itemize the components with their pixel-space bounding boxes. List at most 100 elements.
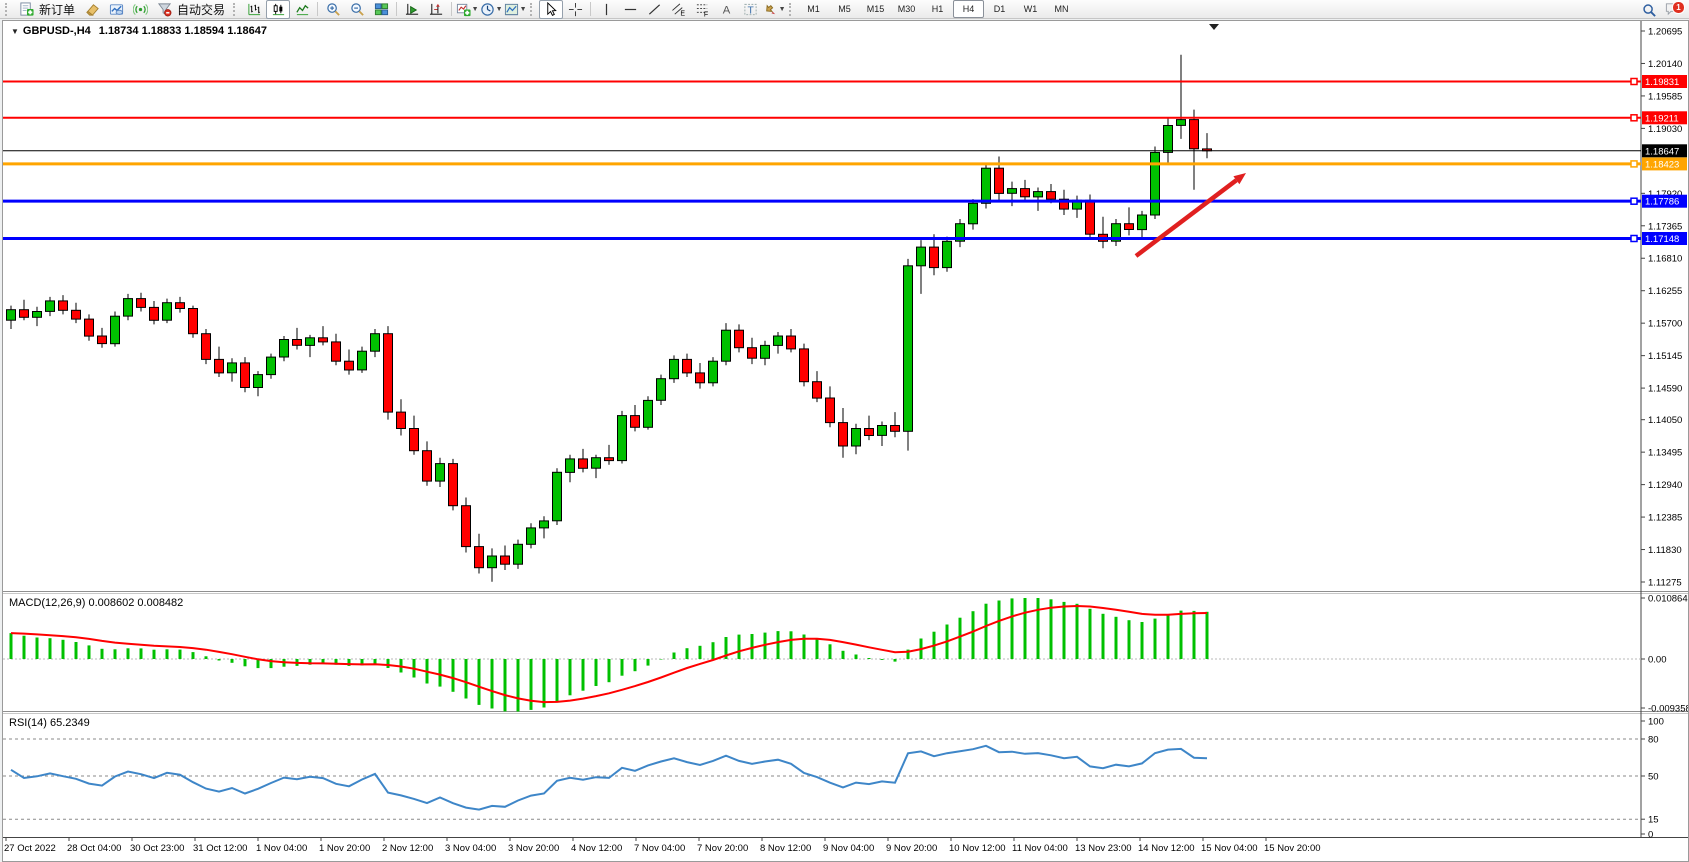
- candle: [19, 309, 29, 318]
- zoom-out-button[interactable]: [345, 0, 369, 19]
- candle: [968, 202, 978, 225]
- fibonacci-button[interactable]: F: [690, 0, 714, 19]
- periods-button[interactable]: ▼: [479, 0, 503, 19]
- text-button[interactable]: A: [714, 0, 738, 19]
- candle: [1059, 198, 1069, 210]
- chart-shift-button[interactable]: [424, 0, 448, 19]
- candle: [1033, 191, 1043, 198]
- date-axis-label: 4 Nov 12:00: [571, 843, 622, 854]
- arrows-icon: [763, 2, 778, 17]
- candle: [773, 335, 783, 346]
- candlestick-chart-button[interactable]: [266, 0, 291, 19]
- toolbar-grip: [789, 2, 793, 16]
- candle: [201, 333, 211, 360]
- crosshair-button[interactable]: [563, 0, 587, 19]
- vertical-line-button[interactable]: [594, 0, 618, 19]
- new-order-label[interactable]: 新订单: [39, 2, 76, 17]
- candle: [422, 450, 432, 482]
- timeframe-m15[interactable]: M15: [866, 4, 885, 14]
- candle: [461, 505, 471, 548]
- zoom-in-button[interactable]: [321, 0, 345, 19]
- candle: [1150, 151, 1160, 216]
- line-chart-button[interactable]: [290, 0, 314, 19]
- price-tick-label: 1.19585: [1648, 91, 1682, 102]
- price-badge-label: 1.17786: [1645, 197, 1679, 208]
- indicators-icon: [456, 2, 471, 17]
- signals-button[interactable]: [128, 0, 152, 19]
- candle: [994, 167, 1004, 194]
- publish-chart-button[interactable]: [104, 0, 128, 19]
- timeframe-w1[interactable]: W1: [1023, 4, 1038, 14]
- price-tick-label: 1.14050: [1648, 415, 1682, 426]
- chart-shift-marker-icon[interactable]: [1209, 24, 1219, 30]
- price-chart: 1.20695 1.20140 1.19585 1.19030 1.17920 1.173…: [3, 21, 1688, 854]
- timeframe-h1[interactable]: H1: [931, 4, 944, 14]
- price-tick-label: 1.12940: [1648, 480, 1682, 491]
- bar-chart-button[interactable]: [242, 0, 266, 19]
- candle: [565, 458, 575, 473]
- candle: [188, 308, 198, 335]
- timeframe-d1[interactable]: D1: [993, 4, 1006, 14]
- search-icon: [1642, 3, 1657, 18]
- line-handle[interactable]: [1630, 234, 1638, 243]
- price-tick-label: 1.13495: [1648, 448, 1682, 459]
- candlestick-chart-icon: [271, 2, 286, 17]
- chart-shift-icon: [429, 2, 444, 17]
- arrows-button[interactable]: ▼: [762, 0, 786, 19]
- timeframe-m1[interactable]: M1: [807, 4, 820, 14]
- rsi-axis-label: 50: [1648, 772, 1659, 783]
- templates-button[interactable]: ▼: [503, 0, 527, 19]
- price-badge-label: 1.18423: [1645, 159, 1679, 170]
- chat-button[interactable]: 1: [1661, 1, 1685, 19]
- candle: [877, 425, 887, 436]
- candle: [45, 300, 55, 312]
- candle: [708, 360, 718, 384]
- autotrading-button[interactable]: [152, 0, 176, 19]
- crosshair-icon: [568, 2, 583, 17]
- trend-arrow-object[interactable]: [1134, 178, 1238, 258]
- chevron-down-icon: ▼: [471, 5, 479, 13]
- toolbar-grip: [233, 2, 237, 16]
- text-label-button[interactable]: T: [738, 0, 762, 19]
- horizontal-line-button[interactable]: [618, 0, 642, 19]
- price-tick-label: 1.12385: [1648, 513, 1682, 524]
- tile-windows-button[interactable]: [369, 0, 393, 19]
- new-order-button[interactable]: [14, 0, 38, 19]
- candle: [1007, 188, 1017, 194]
- candle: [370, 333, 380, 352]
- autoscroll-button[interactable]: [400, 0, 424, 19]
- line-handle[interactable]: [1630, 197, 1638, 205]
- eraser-button[interactable]: [80, 0, 104, 19]
- toolbar-right: 1: [1637, 1, 1685, 20]
- trend-arrow-head[interactable]: [1233, 173, 1246, 185]
- channel-button[interactable]: E: [666, 0, 690, 19]
- autotrading-label[interactable]: 自动交易: [177, 2, 226, 17]
- chart-menu-icon[interactable]: ▼: [11, 26, 19, 36]
- indicators-button[interactable]: ▼: [455, 0, 479, 19]
- price-badge: [1642, 144, 1687, 158]
- candle: [149, 306, 159, 321]
- line-handle[interactable]: [1630, 77, 1638, 86]
- candle: [71, 309, 81, 320]
- date-axis-label: 3 Nov 20:00: [508, 843, 559, 854]
- candle: [1111, 223, 1121, 242]
- cursor-button[interactable]: [539, 0, 564, 19]
- search-button[interactable]: [1637, 1, 1661, 20]
- timeframe-m5[interactable]: M5: [838, 4, 851, 14]
- timeframe-mn[interactable]: MN: [1054, 4, 1069, 14]
- macd-histogram: [9, 598, 1209, 712]
- toolbar-grip: [5, 2, 9, 16]
- line-handle[interactable]: [1630, 160, 1638, 168]
- eraser-icon: [85, 2, 100, 17]
- candle: [1176, 119, 1186, 126]
- timeframe-h4[interactable]: H4: [953, 0, 985, 18]
- line-handle[interactable]: [1630, 114, 1638, 122]
- candle: [123, 298, 133, 317]
- trendline-button[interactable]: [642, 0, 666, 19]
- candle: [500, 555, 510, 565]
- macd-axis-label: 0.010864: [1648, 594, 1688, 605]
- candle: [292, 339, 302, 346]
- candle: [435, 463, 445, 482]
- vertical-line-icon: [599, 2, 614, 17]
- timeframe-m30[interactable]: M30: [897, 4, 916, 14]
